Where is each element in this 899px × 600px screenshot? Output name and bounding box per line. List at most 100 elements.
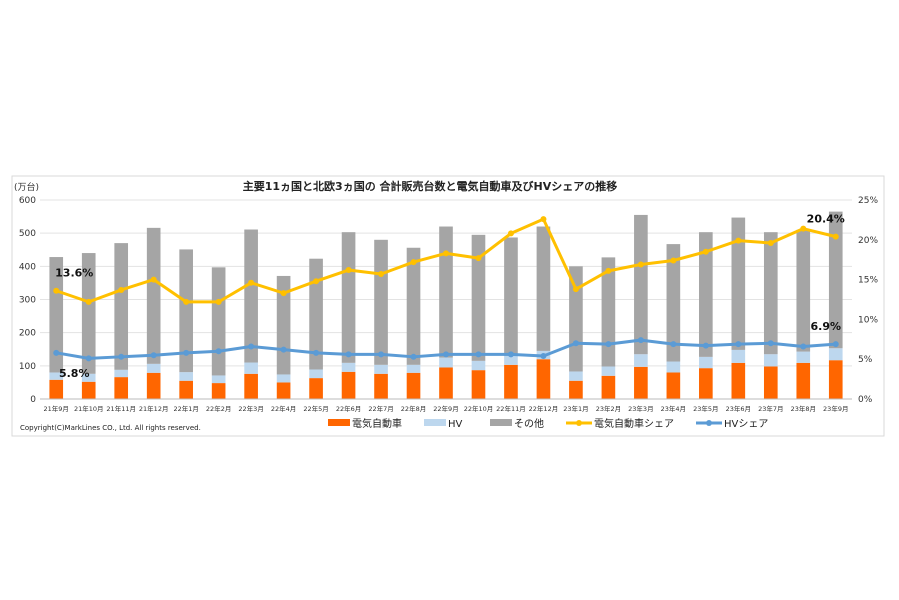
bar-HV xyxy=(601,366,616,376)
point-HVシェア xyxy=(702,342,709,349)
point-HVシェア xyxy=(735,341,742,348)
point-電気自動車シェア xyxy=(118,286,125,293)
x-tick-label: 23年8月 xyxy=(791,404,816,413)
x-tick-label: 22年4月 xyxy=(271,404,296,413)
point-電気自動車シェア xyxy=(702,248,709,255)
bar-電気自動車 xyxy=(731,362,746,399)
point-HVシェア xyxy=(832,341,839,348)
bar-電気自動車 xyxy=(114,377,129,399)
point-HVシェア xyxy=(540,353,547,360)
bar-電気自動車 xyxy=(763,366,778,399)
bar-HV xyxy=(341,362,356,372)
data-label: 20.4% xyxy=(807,213,845,226)
bar-電気自動車 xyxy=(471,370,486,399)
bar-電気自動車 xyxy=(244,373,258,399)
legend-label: HV xyxy=(448,419,463,430)
point-HVシェア xyxy=(410,353,417,360)
legend-marker-電気自動車シェア xyxy=(576,420,582,426)
bar-電気自動車 xyxy=(276,382,291,399)
y2-tick-label: 10% xyxy=(858,315,878,325)
y2-tick-label: 5% xyxy=(858,355,873,365)
bar-HV xyxy=(374,364,388,374)
bar-電気自動車 xyxy=(569,380,583,399)
x-tick-label: 23年9月 xyxy=(823,404,848,413)
bar-HV xyxy=(763,354,778,367)
bar-HV xyxy=(309,369,323,379)
point-HVシェア xyxy=(443,351,449,358)
point-電気自動車シェア xyxy=(605,267,612,274)
point-HVシェア xyxy=(118,353,125,360)
bar-電気自動車 xyxy=(374,373,388,399)
point-電気自動車シェア xyxy=(378,271,385,278)
point-電気自動車シェア xyxy=(248,279,255,286)
x-tick-label: 22年11月 xyxy=(496,404,526,413)
bar-その他 xyxy=(179,249,193,373)
legend-marker-HVシェア xyxy=(706,420,712,426)
bar-電気自動車 xyxy=(536,359,551,399)
point-電気自動車シェア xyxy=(280,290,287,297)
bar-その他 xyxy=(406,247,421,365)
bar-その他 xyxy=(796,229,811,352)
bar-電気自動車 xyxy=(666,372,681,399)
y-tick-label: 0 xyxy=(30,395,36,405)
x-tick-label: 22年1月 xyxy=(173,404,198,413)
y2-tick-label: 0% xyxy=(858,395,873,405)
bar-その他 xyxy=(439,226,453,358)
point-HVシェア xyxy=(53,349,60,356)
point-HVシェア xyxy=(572,340,579,347)
point-電気自動車シェア xyxy=(540,216,547,223)
x-tick-label: 22年3月 xyxy=(238,404,263,413)
bar-電気自動車 xyxy=(179,380,193,399)
point-電気自動車シェア xyxy=(313,278,320,285)
x-tick-label: 23年5月 xyxy=(693,404,718,413)
bar-その他 xyxy=(114,243,129,370)
bar-HV xyxy=(569,371,583,381)
bar-電気自動車 xyxy=(81,381,96,399)
y-tick-label: 600 xyxy=(19,196,36,206)
bar-HV xyxy=(49,372,64,380)
bar-電気自動車 xyxy=(699,368,713,399)
legend-label: その他 xyxy=(514,417,544,430)
y2-tick-label: 20% xyxy=(858,236,878,246)
bar-HV xyxy=(114,369,129,378)
bar-その他 xyxy=(211,267,226,376)
legend-swatch-電気自動車 xyxy=(328,419,350,426)
bar-その他 xyxy=(471,234,486,361)
x-tick-label: 23年1月 xyxy=(563,404,588,413)
point-電気自動車シェア xyxy=(670,257,677,264)
bar-その他 xyxy=(146,227,161,364)
point-電気自動車シェア xyxy=(345,267,352,274)
bar-HV xyxy=(634,354,648,367)
bar-HV xyxy=(699,356,713,369)
point-電気自動車シェア xyxy=(735,237,742,244)
bar-その他 xyxy=(536,226,551,351)
data-label: 6.9% xyxy=(811,320,842,333)
x-tick-label: 22年10月 xyxy=(464,404,494,413)
bar-その他 xyxy=(49,257,64,373)
bar-その他 xyxy=(244,229,258,363)
bar-その他 xyxy=(666,244,681,362)
x-tick-label: 23年3月 xyxy=(628,404,653,413)
x-tick-label: 22年5月 xyxy=(303,404,328,413)
bar-HV xyxy=(471,360,486,371)
point-電気自動車シェア xyxy=(800,225,807,232)
point-HVシェア xyxy=(378,351,385,358)
data-label: 13.6% xyxy=(55,267,93,280)
bar-HV xyxy=(439,357,453,368)
point-HVシェア xyxy=(183,349,190,356)
x-tick-label: 22年9月 xyxy=(433,404,458,413)
data-label: 5.8% xyxy=(59,367,90,380)
x-tick-label: 23年6月 xyxy=(726,404,751,413)
point-HVシェア xyxy=(637,337,644,344)
point-HVシェア xyxy=(605,341,612,348)
x-tick-label: 23年4月 xyxy=(661,404,686,413)
bar-その他 xyxy=(374,239,388,365)
point-HVシェア xyxy=(248,343,255,350)
x-tick-label: 22年7月 xyxy=(368,404,393,413)
bar-HV xyxy=(81,373,96,382)
bar-電気自動車 xyxy=(406,372,421,399)
point-HVシェア xyxy=(150,352,157,359)
bar-電気自動車 xyxy=(49,379,64,399)
point-HVシェア xyxy=(280,346,287,353)
